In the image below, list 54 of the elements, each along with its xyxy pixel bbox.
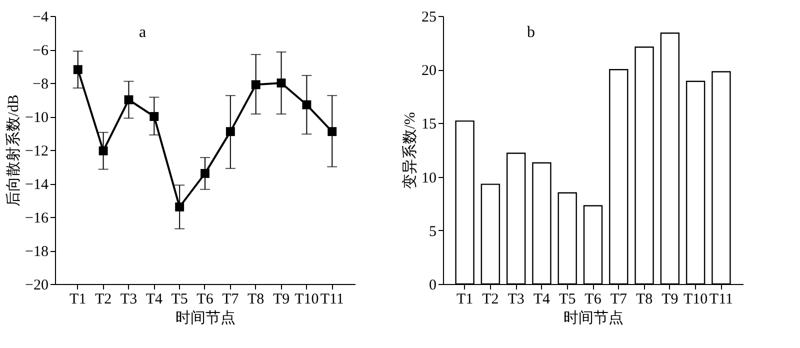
y-axis-title: 后向散射系数/dB <box>5 94 22 206</box>
x-tick-label: T7 <box>610 292 628 308</box>
x-tick-label: T11 <box>320 292 344 308</box>
x-tick-label: T2 <box>94 292 112 308</box>
x-tick-label: T5 <box>171 292 188 308</box>
y-tick-label: −12 <box>25 144 48 160</box>
x-tick-label: T1 <box>456 292 474 308</box>
x-tick-label: T9 <box>662 292 678 308</box>
point <box>226 127 235 136</box>
x-axis-title: 时间节点 <box>176 310 236 326</box>
y-tick-label: −20 <box>25 278 48 294</box>
point <box>328 127 337 136</box>
y-tick-label: −14 <box>25 177 49 193</box>
x-tick-label: T6 <box>584 292 602 308</box>
x-tick-label: T1 <box>70 292 86 308</box>
x-tick-label: T8 <box>636 292 653 308</box>
x-tick-label: T10 <box>683 292 708 308</box>
x-tick-label: T7 <box>222 292 240 308</box>
x-tick-label: T6 <box>196 292 214 308</box>
x-tick-label: T4 <box>533 292 551 308</box>
point <box>124 95 134 104</box>
y-tick-label: 25 <box>422 10 436 26</box>
point <box>73 65 82 74</box>
x-tick-label: T9 <box>272 292 290 308</box>
annotation: a <box>139 24 146 41</box>
y-tick-label: −18 <box>25 244 48 260</box>
annotation: b <box>527 24 535 41</box>
x-axis-title: 时间节点 <box>564 310 624 326</box>
y-tick-label: −16 <box>25 210 49 226</box>
y-tick-label: 5 <box>429 224 436 240</box>
y-tick-label: −10 <box>25 110 48 126</box>
y-tick-label: 10 <box>422 170 436 186</box>
x-tick-label: T4 <box>146 292 163 308</box>
x-tick-label: T2 <box>482 292 499 308</box>
x-tick-label: T3 <box>508 292 524 308</box>
point <box>251 80 260 90</box>
point <box>200 168 210 178</box>
point <box>98 146 108 156</box>
point <box>150 112 159 121</box>
y-tick-label: −6 <box>32 43 49 59</box>
y-axis-title: 变异系数/% <box>402 112 418 189</box>
y-tick-label: −8 <box>32 76 48 92</box>
x-tick-label: T10 <box>294 292 319 308</box>
x-tick-label: T3 <box>120 292 138 308</box>
y-tick-label: 0 <box>429 278 436 294</box>
point <box>276 78 286 88</box>
y-tick-label: 20 <box>422 63 436 80</box>
point <box>175 202 184 212</box>
y-tick-label: −4 <box>32 10 49 26</box>
x-tick-label: T8 <box>248 292 264 308</box>
point <box>302 100 312 110</box>
x-tick-label: T5 <box>559 292 576 308</box>
y-tick-label: 15 <box>422 116 436 133</box>
x-tick-label: T11 <box>709 292 734 308</box>
